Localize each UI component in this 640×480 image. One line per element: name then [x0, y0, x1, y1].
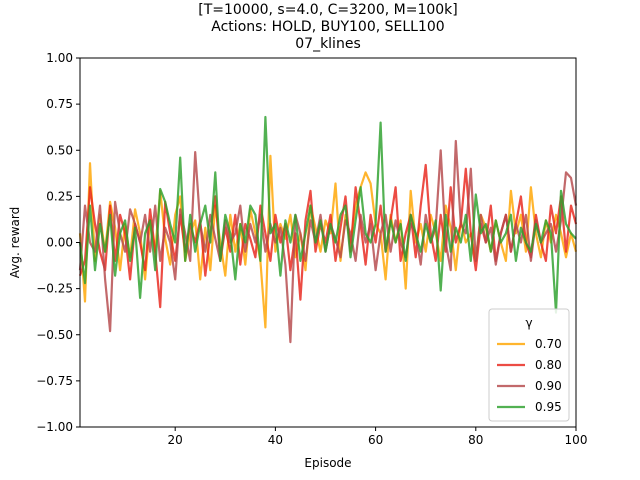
legend-label: 0.90 — [535, 379, 562, 393]
x-tick-label: 20 — [168, 433, 183, 447]
x-axis-label: Episode — [304, 456, 351, 470]
chart-title-line: 07_klines — [295, 36, 360, 52]
chart-title-line: [T=10000, s=4.0, C=3200, M=100k] — [198, 2, 458, 18]
y-tick-label: 0.50 — [46, 143, 73, 157]
legend-label: 0.70 — [535, 337, 562, 351]
y-tick-label: 0.75 — [46, 97, 73, 111]
y-tick-label: −0.50 — [36, 328, 73, 342]
x-tick-label: 80 — [468, 433, 483, 447]
series-layer — [78, 115, 578, 344]
chart-title: [T=10000, s=4.0, C=3200, M=100k]Actions:… — [198, 2, 458, 52]
legend: γ0.70 0.80 0.90 0.95 — [488, 308, 570, 422]
chart-title-line: Actions: HOLD, BUY100, SELL100 — [211, 19, 444, 35]
y-axis: −1.00 −0.75 −0.50 −0.25 0.00 0.25 0.50 0.75 1.00 — [36, 51, 80, 434]
legend-label: 0.80 — [535, 358, 562, 372]
y-axis-label: Avg. reward — [8, 207, 22, 278]
x-axis: 20 40 60 80 100 — [168, 427, 588, 447]
y-tick-label: 1.00 — [46, 51, 73, 65]
legend-label: 0.95 — [535, 400, 562, 414]
y-tick-label: 0.00 — [46, 236, 73, 250]
y-tick-label: −0.25 — [36, 282, 73, 296]
y-tick-label: 0.25 — [46, 189, 73, 203]
legend-box — [488, 308, 570, 422]
y-tick-label: −1.00 — [36, 420, 73, 434]
legend-title: γ — [525, 316, 532, 330]
y-tick-label: −0.75 — [36, 374, 73, 388]
x-tick-label: 40 — [268, 433, 283, 447]
x-tick-label: 100 — [565, 433, 588, 447]
series-line-0-95 — [78, 115, 577, 314]
x-tick-label: 60 — [368, 433, 383, 447]
